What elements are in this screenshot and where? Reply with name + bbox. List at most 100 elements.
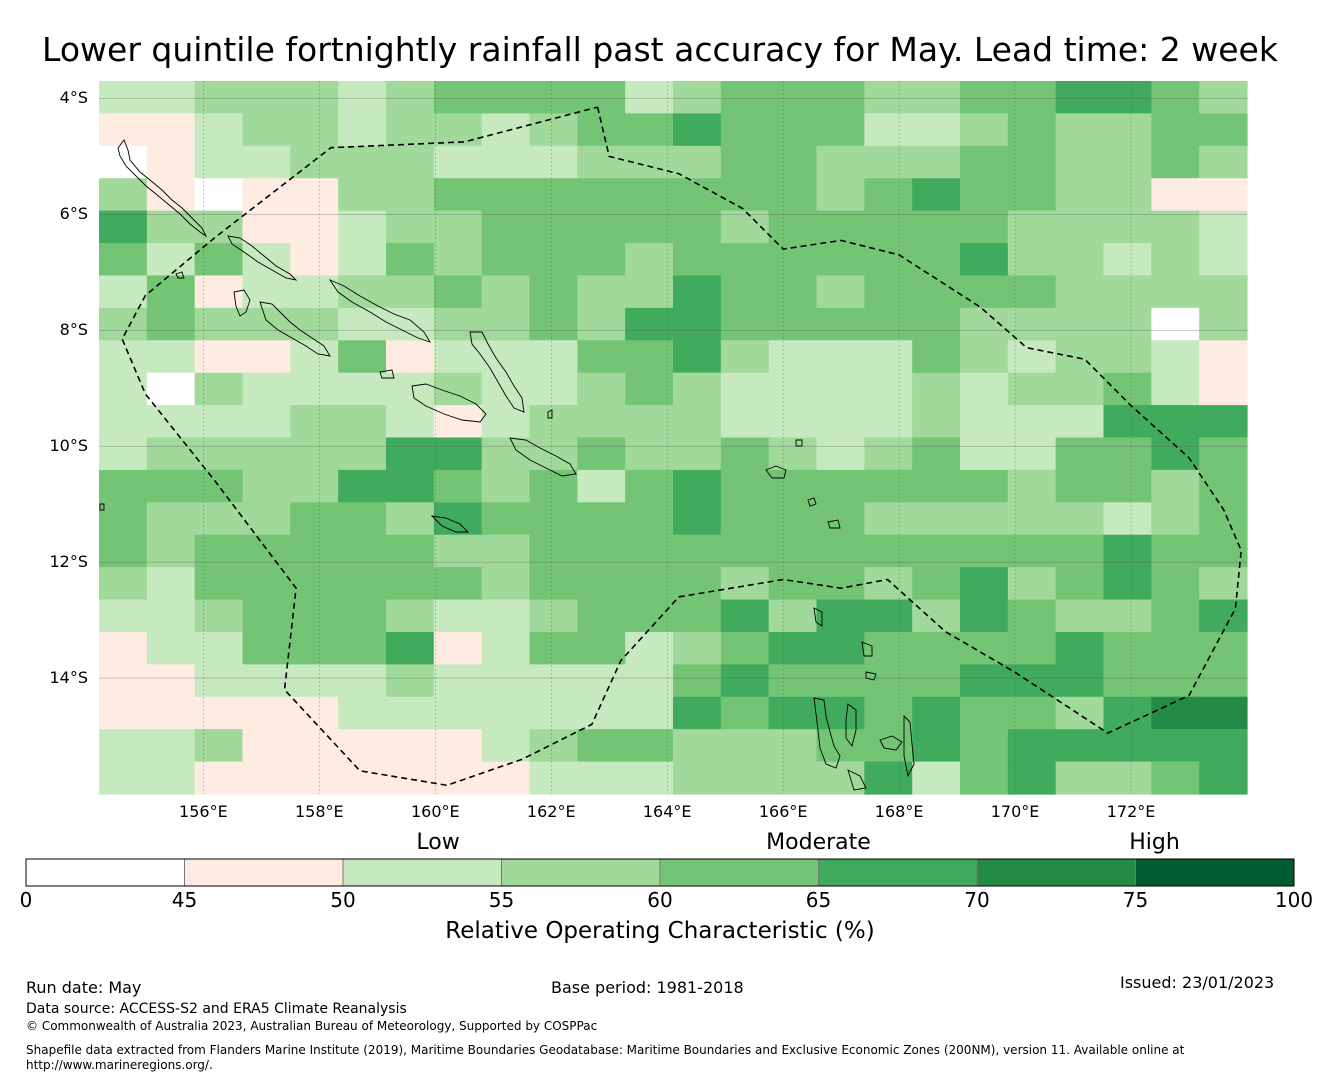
grid-cell: [912, 437, 961, 471]
grid-cell: [720, 502, 770, 536]
grid-cell: [768, 469, 818, 503]
grid-cell: [912, 761, 961, 795]
grid-cell: [1055, 243, 1105, 277]
grid-cell: [290, 664, 339, 698]
colorbar-bin: [25, 858, 185, 887]
grid-cell: [242, 696, 291, 730]
rainfall-grid: [99, 81, 1248, 795]
grid-cell: [816, 631, 865, 665]
grid-cell: [625, 113, 674, 147]
grid-cell: [290, 696, 339, 730]
grid-cell: [338, 599, 387, 633]
grid-cell: [194, 567, 244, 601]
grid-cell: [960, 599, 1009, 633]
grid-cell: [816, 372, 865, 406]
grid-cell: [146, 437, 196, 471]
grid-cell: [816, 275, 865, 309]
grid-cell: [1007, 631, 1057, 665]
grid-cell: [338, 405, 387, 439]
grid-cell: [625, 469, 674, 503]
grid-cell: [625, 210, 674, 244]
grid-cell: [1151, 145, 1200, 179]
coastlines: [99, 139, 915, 791]
grid-cell: [673, 469, 722, 503]
grid-cell: [720, 729, 770, 763]
grid-cell: [912, 113, 961, 147]
grid-cell: [816, 599, 865, 633]
grid-cell: [146, 469, 196, 503]
grid-cell: [720, 307, 770, 341]
grid-cell: [290, 113, 339, 147]
grid-cell: [433, 729, 483, 763]
grid-cell: [290, 340, 339, 374]
grid-cell: [433, 372, 483, 406]
grid-cell: [625, 405, 674, 439]
grid-cell: [768, 307, 818, 341]
grid-cell: [433, 243, 483, 277]
grid-cell: [864, 113, 913, 147]
grid-cell: [816, 340, 865, 374]
grid-cell: [242, 567, 291, 601]
grid-cell: [1151, 437, 1200, 471]
grid-cell: [146, 761, 196, 795]
grid-cell: [433, 534, 483, 568]
grid-cell: [1151, 405, 1200, 439]
base-period: Base period: 1981-2018: [551, 978, 744, 997]
grid-cell: [1103, 340, 1152, 374]
grid-cell: [577, 243, 626, 277]
grid-cell: [290, 243, 339, 277]
grid-cell: [1103, 729, 1152, 763]
grid-cell: [1007, 307, 1057, 341]
grid-cell: [720, 372, 770, 406]
grid-cell: [673, 502, 722, 536]
colorbar-tick-label: 0: [19, 888, 33, 912]
grid-cell: [1199, 145, 1248, 179]
grid-cell: [1151, 81, 1200, 115]
grid-cell: [338, 729, 387, 763]
grid-cell: [433, 340, 483, 374]
grid-cell: [1199, 502, 1248, 536]
grid-cell: [99, 437, 148, 471]
grid-cell: [625, 696, 674, 730]
grid-cell: [960, 729, 1009, 763]
grid-cell: [338, 275, 387, 309]
grid-cell: [768, 437, 818, 471]
grid-cell: [1007, 243, 1057, 277]
grid-cell: [625, 275, 674, 309]
grid-cell: [529, 567, 578, 601]
longitude-label: 158°E: [294, 802, 344, 821]
grid-cell: [625, 340, 674, 374]
grid-cell: [577, 307, 626, 341]
grid-cell: [816, 243, 865, 277]
grid-cell: [146, 599, 196, 633]
grid-cell: [1103, 664, 1152, 698]
grid-cell: [577, 599, 626, 633]
grid-cell: [1007, 145, 1057, 179]
grid-cell: [673, 113, 722, 147]
grid-cell: [242, 178, 291, 212]
grid-cell: [529, 599, 578, 633]
grid-cell: [577, 437, 626, 471]
grid-cell: [99, 696, 148, 730]
grid-cell: [960, 664, 1009, 698]
grid-cell: [194, 664, 244, 698]
grid-cell: [146, 567, 196, 601]
grid-cell: [1055, 372, 1105, 406]
grid-cell: [529, 761, 578, 795]
issued-date: Issued: 23/01/2023: [1120, 973, 1275, 992]
grid-cell: [577, 631, 626, 665]
grid-cell: [338, 81, 387, 115]
longitude-label: 160°E: [410, 802, 460, 821]
grid-cell: [1199, 81, 1248, 115]
grid-cell: [242, 729, 291, 763]
grid-cell: [768, 761, 818, 795]
grid-cell: [673, 664, 722, 698]
grid-cell: [720, 243, 770, 277]
grid-cell: [577, 761, 626, 795]
colorbar-tick-label: 55: [488, 888, 515, 912]
grid-cell: [1007, 372, 1057, 406]
grid-cell: [816, 664, 865, 698]
grid-cell: [673, 275, 722, 309]
grid-cell: [194, 761, 244, 795]
grid-cell: [577, 696, 626, 730]
